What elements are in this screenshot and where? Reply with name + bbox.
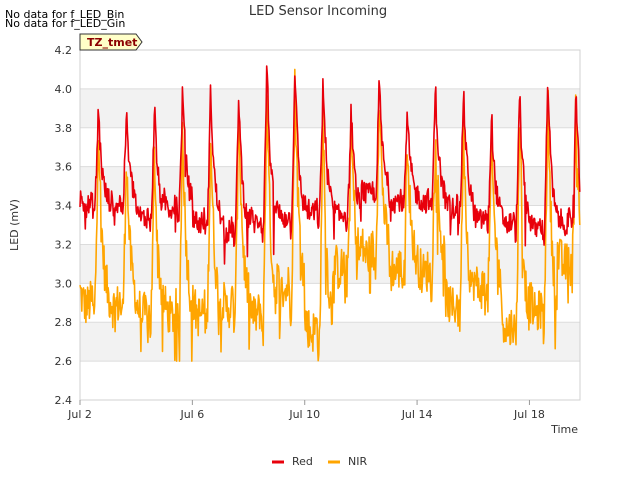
no-data-notice-bin: No data for f_LED_Bin bbox=[5, 8, 125, 21]
y-tick-label: 2.4 bbox=[55, 394, 73, 407]
series-layer bbox=[79, 65, 581, 362]
y-tick-label: 3.6 bbox=[55, 161, 73, 174]
y-axis-title: LED (mV) bbox=[8, 199, 21, 251]
no-data-notice-gin: No data for f_LED_Gin bbox=[5, 17, 126, 30]
tz-tmet-tag: TZ_tmet bbox=[79, 33, 143, 51]
plot-background-bands bbox=[80, 49, 580, 401]
x-tick-label: Jul 18 bbox=[513, 408, 545, 421]
y-axis-ticks: 2.4 2.6 2.8 3.0 3.2 3.4 3.6 3.8 4.0 4.2 bbox=[55, 44, 73, 407]
legend-label-red: Red bbox=[292, 455, 313, 468]
x-axis-title: Time bbox=[550, 423, 578, 436]
x-tick-label: Jul 14 bbox=[401, 408, 433, 421]
plot-band bbox=[80, 244, 580, 284]
plot-band bbox=[80, 50, 580, 89]
y-tick-label: 2.8 bbox=[55, 316, 73, 329]
plot-band bbox=[80, 127, 580, 167]
y-tick-label: 4.2 bbox=[55, 44, 73, 57]
x-tick-label: Jul 10 bbox=[288, 408, 320, 421]
y-tick-label: 3.4 bbox=[55, 200, 73, 213]
chart-legend: Red NIR bbox=[272, 455, 367, 468]
chart-title: LED Sensor Incoming bbox=[249, 4, 387, 19]
plot-frame bbox=[79, 49, 581, 401]
x-axis-ticks: Jul 2 Jul 6 Jul 10 Jul 14 Jul 18 bbox=[67, 400, 545, 421]
series-line-red bbox=[79, 65, 581, 265]
x-tick-label: Jul 2 bbox=[67, 408, 92, 421]
y-tick-label: 3.0 bbox=[55, 277, 73, 290]
y-tick-label: 4.0 bbox=[55, 83, 73, 96]
plot-band bbox=[80, 361, 580, 400]
x-tick-label: Jul 6 bbox=[179, 408, 204, 421]
y-tick-label: 2.6 bbox=[55, 355, 73, 368]
y-tick-label: 3.2 bbox=[55, 238, 73, 251]
legend-label-nir: NIR bbox=[348, 455, 367, 468]
series-line-nir bbox=[79, 68, 581, 362]
y-tick-label: 3.8 bbox=[55, 122, 73, 135]
plot-band bbox=[80, 88, 580, 128]
tag-label: TZ_tmet bbox=[87, 36, 137, 49]
